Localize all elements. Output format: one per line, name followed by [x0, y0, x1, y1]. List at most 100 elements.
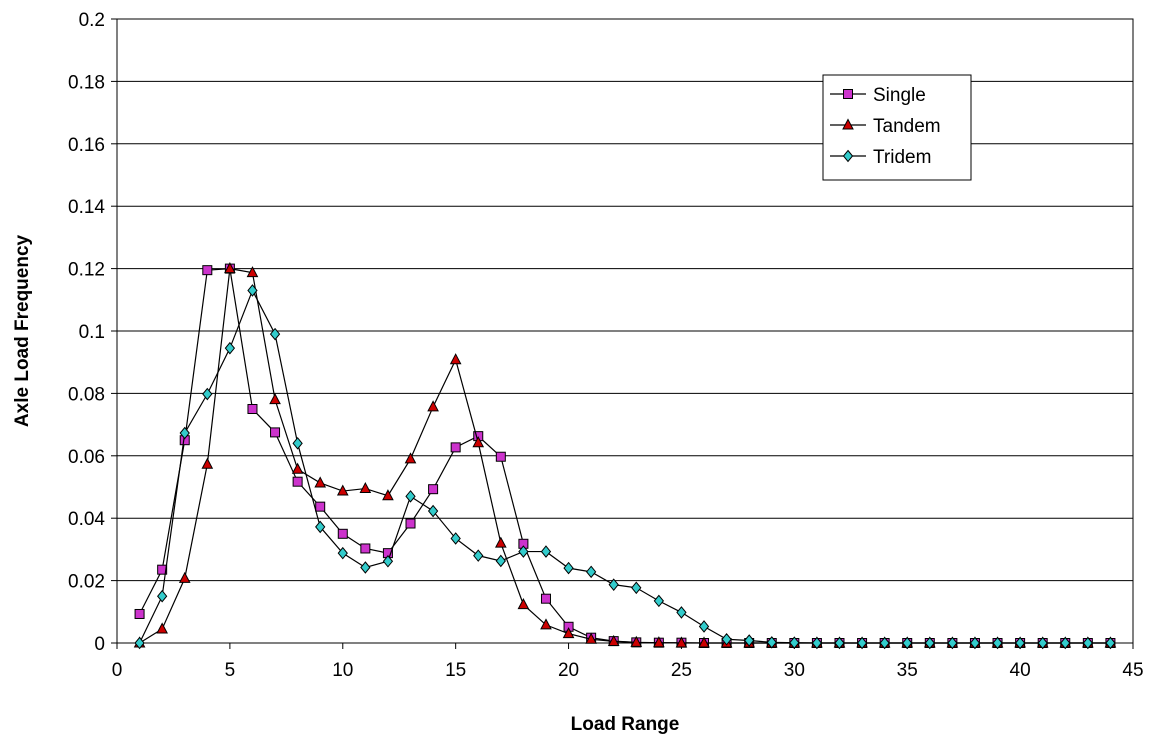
data-point-tridem [224, 341, 236, 355]
data-point-tandem [156, 622, 168, 634]
data-point-tridem [315, 520, 326, 534]
data-point-tridem [924, 636, 935, 650]
y-tick-label: 0.16 [68, 135, 105, 156]
y-axis-ticks: 0 0.02 0.04 0.06 0.08 0.1 0.12 0.14 0.16 0.18 0.2 [68, 10, 117, 655]
data-point-tandem [675, 636, 688, 648]
legend-items: Single Tandem Tridem [830, 85, 941, 168]
data-point-tridem [969, 636, 981, 650]
data-point-tridem [134, 636, 145, 650]
legend-label-single: Single [873, 85, 926, 106]
x-tick-label: 35 [897, 660, 918, 681]
legend-marker-tridem [842, 149, 854, 163]
data-point-single [495, 451, 506, 462]
data-point-tandem [562, 627, 575, 639]
data-point-tridem [856, 636, 868, 650]
data-point-tridem [947, 636, 958, 650]
data-point-tandem [291, 462, 304, 474]
data-point-tridem [269, 327, 281, 341]
y-tick-label: 0.1 [79, 322, 105, 343]
data-point-tridem [1105, 636, 1116, 650]
legend: Single Tandem Tridem [822, 74, 972, 181]
data-point-tridem [698, 620, 710, 633]
data-point-tandem [314, 476, 327, 488]
y-tick-label: 0.08 [68, 384, 105, 405]
data-point-tridem [1082, 636, 1093, 650]
x-tick-label: 30 [784, 660, 805, 681]
data-point-tandem [540, 618, 552, 630]
data-point-tandem [359, 481, 372, 494]
y-tick-label: 0.02 [68, 572, 105, 593]
data-point-tridem [879, 636, 890, 650]
data-point-tridem [676, 606, 687, 619]
data-point-tridem [744, 634, 755, 647]
data-point-tridem [789, 636, 800, 649]
data-point-tridem [157, 589, 168, 603]
x-tick-label: 40 [1010, 660, 1031, 681]
x-tick-label: 0 [112, 660, 123, 681]
data-point-tandem [517, 598, 530, 610]
legend-marker-tandem [842, 118, 854, 130]
legend-label-tridem: Tridem [873, 147, 931, 168]
data-point-tandem [698, 636, 710, 648]
data-point-tridem [1014, 636, 1026, 650]
series-layer [133, 262, 1117, 650]
data-point-tridem [992, 636, 1003, 650]
data-point-single [540, 593, 551, 604]
data-point-tandem [427, 400, 439, 412]
data-point-single [337, 528, 348, 539]
data-point-tandem [607, 634, 620, 646]
data-point-tridem [495, 554, 506, 568]
data-point-single [292, 476, 303, 487]
data-point-tridem [834, 636, 845, 650]
data-point-tridem [247, 284, 258, 297]
data-point-tandem [472, 436, 485, 448]
data-point-tandem [404, 452, 417, 464]
data-point-tridem [653, 594, 665, 608]
data-point-single [202, 265, 213, 276]
data-point-single [157, 564, 168, 575]
data-point-tridem [292, 437, 303, 450]
data-point-tridem [1037, 636, 1048, 650]
x-axis-ticks: 0 5 10 15 20 25 30 35 40 45 [112, 643, 1144, 681]
data-point-tridem [902, 636, 913, 650]
data-point-tridem [405, 490, 416, 503]
y-tick-label: 0.06 [68, 447, 105, 468]
data-point-tandem [201, 457, 214, 469]
data-point-tridem [382, 554, 394, 568]
x-tick-label: 5 [225, 660, 236, 681]
data-point-single [270, 427, 281, 438]
data-point-tridem [360, 561, 371, 574]
data-point-tridem [427, 504, 439, 518]
data-point-tridem [585, 565, 597, 579]
data-point-tridem [337, 546, 348, 560]
data-point-tridem [608, 578, 619, 591]
data-point-tandem [336, 484, 349, 496]
data-point-tandem [224, 262, 236, 274]
x-tick-label: 45 [1122, 660, 1143, 681]
legend-marker-single [843, 89, 853, 99]
data-point-tandem [382, 489, 394, 501]
data-point-tridem [811, 636, 823, 650]
x-tick-label: 20 [558, 660, 579, 681]
data-point-tridem [631, 581, 642, 595]
data-point-tandem [494, 536, 507, 548]
x-tick-label: 25 [671, 660, 692, 681]
data-point-single [247, 404, 258, 414]
data-point-tridem [202, 387, 213, 401]
y-axis-title: Axle Load Frequency [12, 234, 33, 427]
data-point-tandem [630, 635, 643, 647]
x-axis-title: Load Range [571, 714, 680, 735]
data-point-tandem [449, 353, 462, 365]
y-tick-label: 0.14 [68, 197, 105, 218]
data-point-tridem [721, 632, 732, 646]
x-tick-label: 10 [332, 660, 353, 681]
y-tick-label: 0.12 [68, 260, 105, 281]
data-point-single [315, 501, 326, 512]
y-tick-label: 0.2 [79, 10, 105, 31]
data-point-tridem [563, 561, 574, 575]
data-point-tandem [269, 393, 281, 405]
y-tick-label: 0.04 [68, 509, 105, 530]
x-tick-label: 15 [445, 660, 466, 681]
data-point-tandem [178, 571, 191, 583]
